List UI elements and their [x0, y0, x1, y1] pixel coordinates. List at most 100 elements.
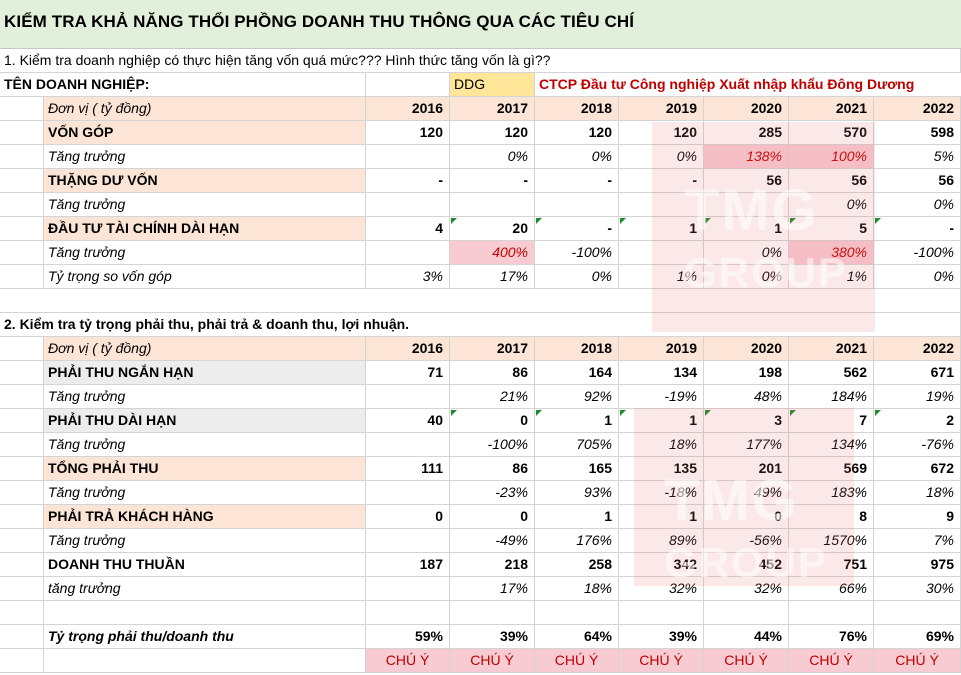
value-cell[interactable]: 1 — [704, 217, 789, 241]
comment-marker-icon[interactable] — [451, 410, 457, 416]
row-gutter[interactable] — [0, 265, 44, 289]
year-header-2017[interactable]: 2017 — [450, 337, 535, 361]
year-header-2020[interactable]: 2020 — [704, 337, 789, 361]
value-cell[interactable]: 705% — [535, 433, 619, 457]
row-gutter[interactable] — [0, 145, 44, 169]
value-cell[interactable]: 3 — [704, 409, 789, 433]
value-cell[interactable]: 111 — [366, 457, 450, 481]
value-cell[interactable]: 671 — [874, 361, 961, 385]
value-cell[interactable]: 1% — [789, 265, 874, 289]
value-cell[interactable]: 0% — [874, 265, 961, 289]
value-cell[interactable]: 134 — [619, 361, 704, 385]
row-gutter[interactable] — [0, 529, 44, 553]
value-cell[interactable]: -19% — [619, 385, 704, 409]
value-cell[interactable]: - — [874, 217, 961, 241]
comment-marker-icon[interactable] — [536, 218, 542, 224]
comment-marker-icon[interactable] — [790, 410, 796, 416]
unit-label[interactable]: Đơn vị ( tỷ đồng) — [44, 337, 366, 361]
value-cell[interactable]: 1 — [535, 409, 619, 433]
value-cell[interactable]: 1570% — [789, 529, 874, 553]
value-cell[interactable]: 569 — [789, 457, 874, 481]
comment-marker-icon[interactable] — [536, 410, 542, 416]
value-cell[interactable]: 40 — [366, 409, 450, 433]
row-gutter[interactable] — [0, 241, 44, 265]
value-cell[interactable]: 86 — [450, 457, 535, 481]
value-cell[interactable]: 0% — [874, 193, 961, 217]
comment-marker-icon[interactable] — [620, 410, 626, 416]
value-cell[interactable]: 7% — [874, 529, 961, 553]
value-cell[interactable]: 201 — [704, 457, 789, 481]
year-header-2022[interactable]: 2022 — [874, 337, 961, 361]
value-cell[interactable]: 49% — [704, 481, 789, 505]
value-cell[interactable]: 92% — [535, 385, 619, 409]
row-label[interactable]: TỔNG PHẢI THU — [44, 457, 366, 481]
value-cell[interactable]: 138% — [704, 145, 789, 169]
value-cell[interactable] — [366, 529, 450, 553]
value-cell[interactable]: 198 — [704, 361, 789, 385]
value-cell[interactable]: 30% — [874, 577, 961, 601]
value-cell[interactable]: 400% — [450, 241, 535, 265]
warning-badge[interactable]: CHÚ Ý — [789, 649, 874, 673]
section1-heading[interactable]: 1. Kiểm tra doanh nghiệp có thực hiện tă… — [0, 49, 961, 73]
value-cell[interactable]: 0 — [450, 505, 535, 529]
value-cell[interactable]: 1 — [535, 505, 619, 529]
value-cell[interactable] — [366, 145, 450, 169]
value-cell[interactable]: 59% — [366, 625, 450, 649]
row-label[interactable]: DOANH THU THUẦN — [44, 553, 366, 577]
value-cell[interactable] — [704, 601, 789, 625]
value-cell[interactable]: 86 — [450, 361, 535, 385]
value-cell[interactable]: 56 — [704, 169, 789, 193]
row-gutter[interactable] — [0, 385, 44, 409]
year-header-2021[interactable]: 2021 — [789, 97, 874, 121]
value-cell[interactable]: -76% — [874, 433, 961, 457]
row-gutter[interactable] — [0, 193, 44, 217]
value-cell[interactable] — [704, 193, 789, 217]
row-gutter[interactable] — [0, 577, 44, 601]
value-cell[interactable]: 39% — [450, 625, 535, 649]
value-cell[interactable]: 120 — [366, 121, 450, 145]
value-cell[interactable]: 2 — [874, 409, 961, 433]
comment-marker-icon[interactable] — [875, 218, 881, 224]
value-cell[interactable]: 0% — [535, 265, 619, 289]
value-cell[interactable]: 0% — [704, 241, 789, 265]
value-cell[interactable] — [366, 385, 450, 409]
warning-badge[interactable]: CHÚ Ý — [535, 649, 619, 673]
row-gutter[interactable] — [0, 97, 44, 121]
row-label[interactable]: tăng trưởng — [44, 577, 366, 601]
row-gutter[interactable] — [0, 481, 44, 505]
row-gutter[interactable] — [0, 625, 44, 649]
value-cell[interactable]: 0 — [704, 505, 789, 529]
row-label[interactable]: Tăng trưởng — [44, 193, 366, 217]
value-cell[interactable]: 0 — [366, 505, 450, 529]
value-cell[interactable]: 9 — [874, 505, 961, 529]
value-cell[interactable] — [535, 601, 619, 625]
row-label[interactable]: Tăng trưởng — [44, 481, 366, 505]
value-cell[interactable] — [619, 241, 704, 265]
blank-cell[interactable] — [366, 73, 450, 97]
value-cell[interactable]: 0% — [789, 193, 874, 217]
value-cell[interactable]: 93% — [535, 481, 619, 505]
row-gutter[interactable] — [0, 169, 44, 193]
value-cell[interactable]: 134% — [789, 433, 874, 457]
value-cell[interactable]: 18% — [874, 481, 961, 505]
value-cell[interactable]: 380% — [789, 241, 874, 265]
comment-marker-icon[interactable] — [620, 218, 626, 224]
value-cell[interactable]: 184% — [789, 385, 874, 409]
value-cell[interactable]: 0% — [535, 145, 619, 169]
company-name[interactable]: CTCP Đầu tư Công nghiệp Xuất nhập khẩu Đ… — [535, 73, 961, 97]
row-label[interactable] — [44, 601, 366, 625]
value-cell[interactable]: 570 — [789, 121, 874, 145]
value-cell[interactable]: 258 — [535, 553, 619, 577]
warning-badge[interactable]: CHÚ Ý — [874, 649, 961, 673]
row-label[interactable]: PHẢI THU DÀI HẠN — [44, 409, 366, 433]
value-cell[interactable]: 39% — [619, 625, 704, 649]
value-cell[interactable]: 598 — [874, 121, 961, 145]
row-label[interactable]: Tăng trưởng — [44, 241, 366, 265]
value-cell[interactable]: 32% — [704, 577, 789, 601]
row-label[interactable]: VỐN GÓP — [44, 121, 366, 145]
row-gutter[interactable] — [0, 457, 44, 481]
row-label[interactable]: Tăng trưởng — [44, 145, 366, 169]
warning-badge[interactable]: CHÚ Ý — [619, 649, 704, 673]
row-label[interactable]: THẶNG DƯ VỐN — [44, 169, 366, 193]
value-cell[interactable]: 7 — [789, 409, 874, 433]
